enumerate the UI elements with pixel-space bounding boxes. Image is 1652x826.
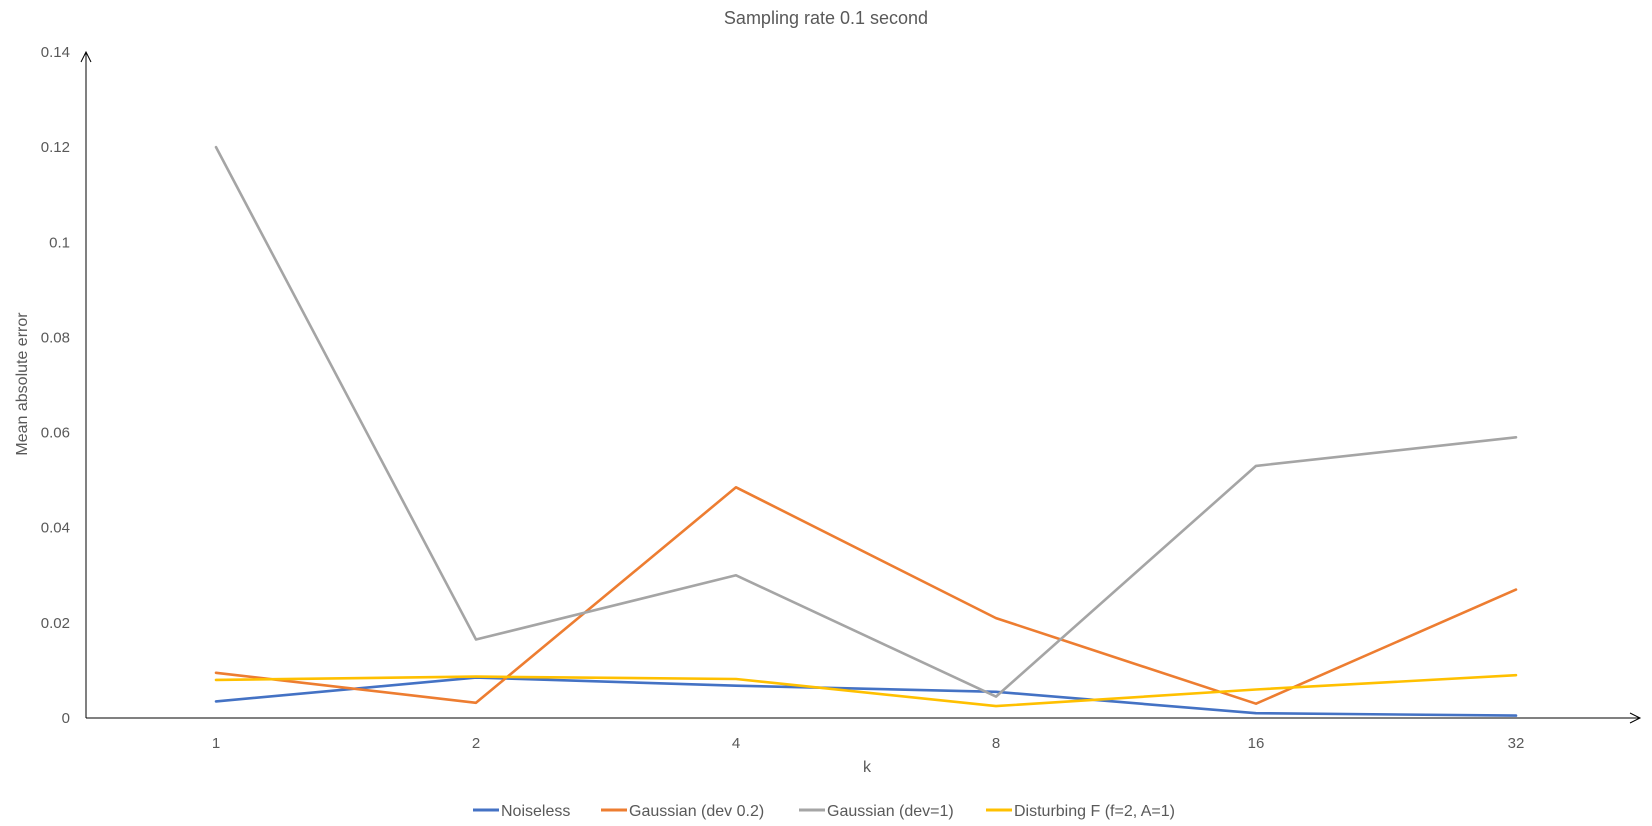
y-tick-label: 0.1 <box>49 234 70 251</box>
series-line-gaussian-dev-0-2 <box>214 485 1518 706</box>
y-axis-arrow <box>80 50 92 63</box>
y-tick-label: 0.06 <box>41 425 70 442</box>
legend-label: Gaussian (dev=1) <box>827 803 954 820</box>
series-lines <box>214 145 1518 717</box>
y-tick-label: 0.08 <box>41 329 70 346</box>
x-tick-label: 1 <box>212 735 220 752</box>
legend-item-disturbing-f-f-2-a-1: Disturbing F (f=2, A=1) <box>986 803 1175 820</box>
y-axis-title: Mean absolute error <box>14 312 31 456</box>
x-tick-label: 4 <box>732 735 740 752</box>
x-tick-labels: 1 2 4 8 16 32 <box>212 735 1525 752</box>
y-tick-label: 0 <box>62 710 70 727</box>
legend-item-gaussian-dev-1: Gaussian (dev=1) <box>799 803 954 820</box>
series-line-gaussian-dev-1 <box>214 145 1518 698</box>
x-tick-label: 32 <box>1508 735 1525 752</box>
legend-label: Noiseless <box>501 803 570 820</box>
chart-title: Sampling rate 0.1 second <box>724 8 928 28</box>
legend: Noiseless Gaussian (dev 0.2) Gaussian (dev… <box>473 803 1175 820</box>
x-axis-arrow <box>1629 712 1642 724</box>
legend-label: Gaussian (dev 0.2) <box>629 803 764 820</box>
y-tick-label: 0.12 <box>41 139 70 156</box>
y-tick-label: 0.14 <box>41 44 70 61</box>
x-tick-label: 8 <box>992 735 1000 752</box>
axes <box>80 50 1642 724</box>
series-line-noiseless <box>214 676 1518 717</box>
legend-item-noiseless: Noiseless <box>473 803 570 820</box>
series-line-disturbing-f-f-2-a-1 <box>214 673 1518 708</box>
y-tick-label: 0.02 <box>41 615 70 632</box>
y-tick-label: 0.04 <box>41 520 70 537</box>
legend-item-gaussian-dev-0-2: Gaussian (dev 0.2) <box>601 803 764 820</box>
y-tick-labels: 0 0.02 0.04 0.06 0.08 0.1 0.12 0.14 <box>41 44 70 727</box>
legend-label: Disturbing F (f=2, A=1) <box>1014 803 1175 820</box>
x-tick-label: 16 <box>1248 735 1265 752</box>
x-axis-title: k <box>863 759 872 776</box>
x-tick-label: 2 <box>472 735 480 752</box>
